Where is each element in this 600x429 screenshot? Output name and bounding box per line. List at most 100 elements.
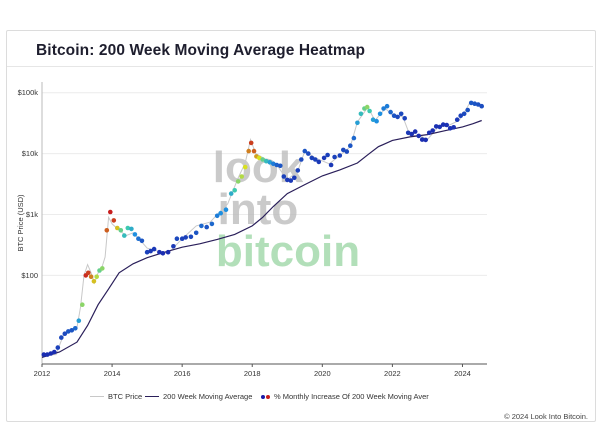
- watermark-text: look: [213, 143, 304, 192]
- heatmap-point: [416, 133, 422, 139]
- legend-swatch-dot-blue: [261, 394, 265, 399]
- heatmap-point: [59, 335, 64, 340]
- heatmap-point: [423, 137, 429, 143]
- heatmap-point: [73, 326, 78, 331]
- heatmap-point: [374, 118, 379, 124]
- heatmap-point: [388, 109, 393, 115]
- heatmap-point: [104, 228, 110, 233]
- y-tick-label: $100: [21, 271, 38, 280]
- heatmap-point: [454, 117, 460, 122]
- heatmap-point: [248, 140, 254, 146]
- heatmap-point: [94, 274, 99, 280]
- heatmap-point: [251, 148, 257, 154]
- heatmap-point: [52, 349, 57, 355]
- heatmap-point: [468, 100, 474, 106]
- chart-card: [6, 30, 596, 422]
- heatmap-point: [171, 244, 176, 249]
- heatmap-point: [144, 249, 150, 255]
- heatmap-point: [264, 158, 269, 164]
- heatmap-point: [136, 236, 141, 241]
- heatmap-point: [285, 177, 290, 183]
- heatmap-point: [316, 159, 322, 165]
- legend-item-increase[interactable]: % Monthly Increase Of 200 Week Moving Av…: [261, 392, 429, 401]
- heatmap-point: [437, 124, 443, 130]
- heatmap-point: [86, 270, 91, 276]
- heatmap-point: [174, 236, 180, 241]
- heatmap-point: [188, 234, 194, 240]
- heatmap-point: [271, 161, 276, 167]
- heatmap-point: [239, 174, 244, 179]
- heatmap-point: [458, 113, 464, 118]
- legend-swatch-dot-red: [266, 394, 270, 399]
- x-tick-label: 2012: [34, 369, 51, 378]
- copyright: © 2024 Look Into Bitcoin.: [504, 412, 588, 421]
- heatmap-point: [381, 106, 386, 111]
- heatmap-point: [157, 249, 162, 255]
- heatmap-point: [232, 188, 237, 193]
- heatmap-point: [328, 162, 334, 168]
- heatmap-point: [267, 160, 273, 165]
- heatmap-point: [395, 114, 400, 120]
- title-divider: [7, 66, 593, 67]
- x-tick-label: 2020: [314, 369, 331, 378]
- heatmap-point: [465, 107, 471, 113]
- x-tick-label: 2014: [104, 369, 121, 378]
- heatmap-point: [355, 120, 360, 126]
- heatmap-point: [337, 153, 343, 158]
- legend-item-ma200[interactable]: 200 Week Moving Average: [145, 392, 252, 401]
- legend-label-ma200: 200 Week Moving Average: [163, 392, 253, 401]
- heatmap-point: [405, 130, 411, 136]
- heatmap-point: [132, 232, 138, 237]
- heatmap-point: [218, 210, 223, 216]
- heatmap-point: [91, 279, 97, 284]
- heatmap-point: [451, 125, 457, 130]
- heatmap-point: [370, 117, 376, 122]
- x-tick-label: 2024: [454, 369, 471, 378]
- y-tick-label: $1k: [26, 210, 38, 219]
- watermark-text: bitcoin: [216, 227, 360, 276]
- heatmap-point: [55, 345, 61, 350]
- heatmap-point: [440, 122, 446, 127]
- heatmap-point: [148, 248, 153, 254]
- heatmap-point: [313, 157, 318, 162]
- heatmap-point: [160, 251, 166, 256]
- heatmap-point: [292, 175, 297, 181]
- y-tick-label: $10k: [22, 149, 39, 158]
- heatmap-point: [475, 102, 481, 107]
- heatmap-point: [332, 154, 337, 160]
- heatmap-point: [348, 143, 353, 148]
- heatmap-point: [76, 318, 82, 324]
- legend-label-btc-price: BTC Price: [108, 392, 143, 401]
- heatmap-point: [260, 157, 266, 162]
- heatmap-point: [278, 163, 283, 169]
- heatmap-point: [364, 104, 370, 110]
- heatmap-point: [246, 148, 251, 154]
- heatmap-point: [100, 266, 105, 271]
- heatmap-point: [384, 103, 390, 109]
- heatmap-point: [183, 235, 188, 240]
- ma200-line: [41, 119, 482, 358]
- heatmap-point: [62, 331, 68, 337]
- heatmap-point: [412, 129, 418, 134]
- heatmap-point: [209, 221, 215, 227]
- heatmap-point: [69, 328, 75, 333]
- heatmap-point: [419, 137, 425, 142]
- heatmap-point: [409, 131, 415, 137]
- heatmap-point: [444, 122, 450, 128]
- heatmap-point: [118, 228, 124, 233]
- heatmap-point: [351, 135, 357, 141]
- heatmap-point: [325, 152, 330, 158]
- heatmap-point: [139, 238, 145, 244]
- heatmap-point: [472, 101, 478, 106]
- heatmap-point: [321, 155, 327, 161]
- heatmap-point: [295, 168, 301, 173]
- heatmap-point: [299, 157, 304, 162]
- legend-item-btc-price[interactable]: BTC Price: [90, 392, 142, 401]
- heatmap-point: [228, 191, 234, 196]
- heatmap-point: [151, 246, 157, 252]
- heatmap-point: [122, 233, 127, 238]
- heatmap-point: [274, 162, 280, 168]
- heatmap-point: [288, 178, 294, 183]
- x-tick-label: 2018: [244, 369, 261, 378]
